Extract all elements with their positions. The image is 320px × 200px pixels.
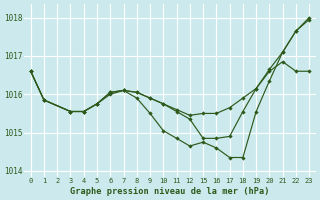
X-axis label: Graphe pression niveau de la mer (hPa): Graphe pression niveau de la mer (hPa) [70, 187, 270, 196]
